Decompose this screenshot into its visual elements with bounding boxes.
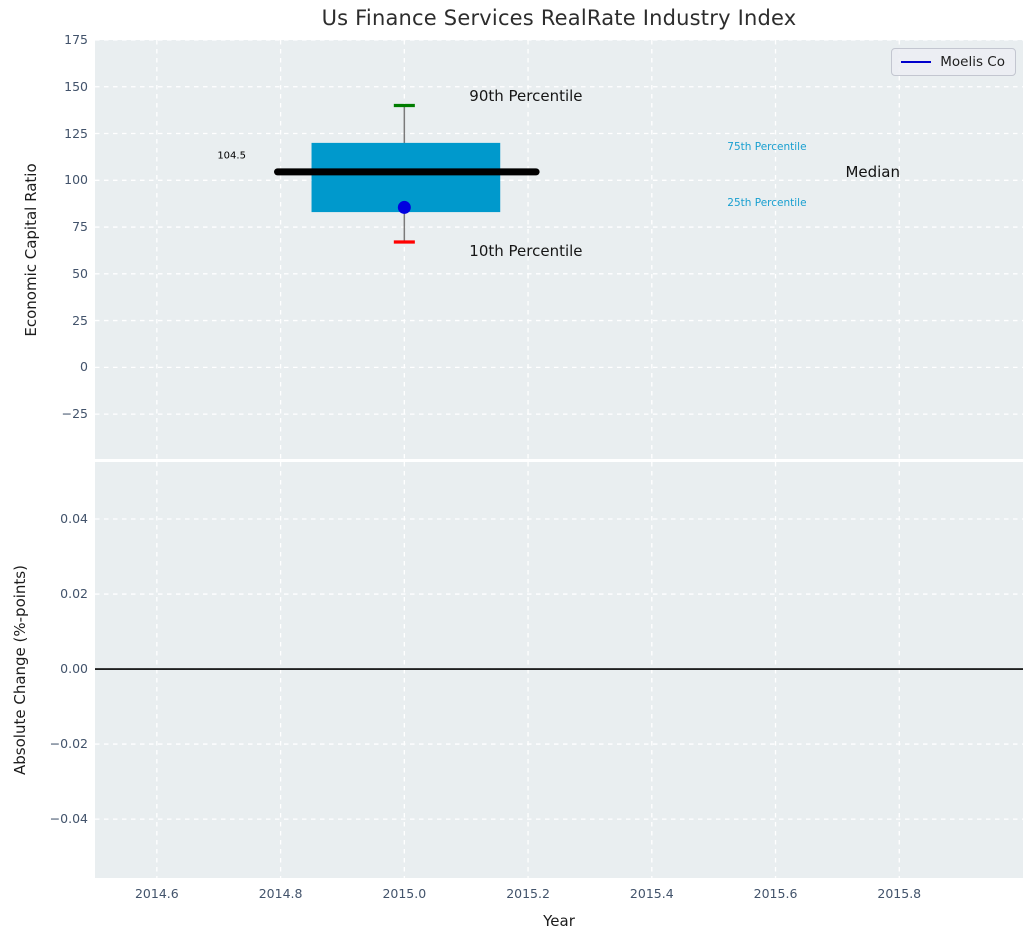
top-y-axis-label: Economic Capital Ratio [22, 162, 40, 337]
annotation-25th-percentile: 25th Percentile [727, 197, 807, 210]
bottom-y-tick-label: −0.02 [49, 736, 88, 752]
bottom-plot-panel [95, 462, 1023, 878]
company-data-point [397, 200, 411, 214]
x-tick-label: 2014.8 [258, 886, 303, 901]
top-y-tick-label: 175 [64, 32, 88, 47]
top-y-tick-label: 50 [72, 265, 88, 281]
top-y-tick-label: 100 [64, 172, 88, 188]
annotation-10th-percentile: 10th Percentile [469, 242, 583, 261]
annotation-90th-percentile: 90th Percentile [469, 86, 583, 105]
legend-label: Moelis Co [940, 54, 1005, 70]
legend: Moelis Co [891, 48, 1016, 76]
top-plot-canvas [95, 40, 1023, 459]
top-y-tick-label: 0 [80, 359, 88, 375]
top-y-tick-label: 150 [64, 78, 88, 94]
bottom-y-tick-label: 0.04 [60, 511, 88, 527]
bottom-y-tick-label: −0.04 [49, 811, 88, 827]
top-y-tick-label: 125 [64, 125, 88, 141]
x-tick-label: 2015.8 [877, 886, 922, 901]
annotation-median: Median [845, 162, 900, 181]
annotation-75th-percentile: 75th Percentile [727, 141, 807, 154]
bottom-y-tick-label: 0.00 [60, 661, 88, 677]
x-tick-label: 2015.2 [506, 886, 550, 901]
top-y-tick-label: −25 [61, 406, 88, 422]
x-tick-label: 2015.4 [629, 886, 674, 901]
top-y-tick-label: 75 [72, 219, 88, 235]
chart-title: Us Finance Services RealRate Industry In… [321, 6, 797, 30]
x-axis-label: Year [543, 912, 575, 930]
x-tick-label: 2015.0 [382, 886, 427, 901]
top-plot-panel: Moelis Co 90th Percentile 10th Percentile… [95, 40, 1023, 459]
legend-line-sample [901, 61, 932, 63]
percentile-box [311, 142, 501, 213]
bottom-y-tick-label: 0.02 [60, 586, 88, 602]
x-tick-label: 2015.6 [753, 886, 798, 901]
x-tick-label: 2014.6 [134, 886, 179, 901]
annotation-104-5: 104.5 [217, 150, 246, 162]
bottom-plot-canvas [95, 462, 1023, 878]
top-y-tick-label: 25 [72, 312, 88, 328]
